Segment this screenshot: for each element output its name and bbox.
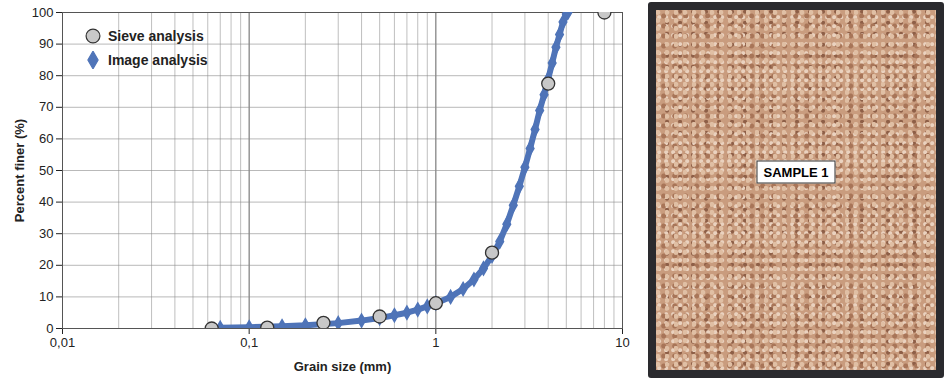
svg-text:0: 0 <box>46 321 53 336</box>
svg-text:70: 70 <box>39 99 53 114</box>
svg-text:0,1: 0,1 <box>240 335 258 350</box>
svg-text:20: 20 <box>39 257 53 272</box>
svg-text:40: 40 <box>39 194 53 209</box>
svg-text:1: 1 <box>432 335 439 350</box>
svg-text:0,01: 0,01 <box>50 335 75 350</box>
svg-text:Percent finer (%): Percent finer (%) <box>12 119 27 222</box>
svg-text:80: 80 <box>39 68 53 83</box>
html-text:Image analysis: Image analysis <box>108 52 208 68</box>
svg-text:10: 10 <box>615 335 629 350</box>
svg-text:Grain size (mm): Grain size (mm) <box>294 359 392 374</box>
svg-text:90: 90 <box>39 36 53 51</box>
svg-text:100: 100 <box>32 5 54 20</box>
svg-text:50: 50 <box>39 163 53 178</box>
html-text:Sieve analysis: Sieve analysis <box>108 28 204 44</box>
svg-text:60: 60 <box>39 131 53 146</box>
html-text:SAMPLE 1: SAMPLE 1 <box>763 164 829 180</box>
svg-text:30: 30 <box>39 226 53 241</box>
svg-text:10: 10 <box>39 289 53 304</box>
